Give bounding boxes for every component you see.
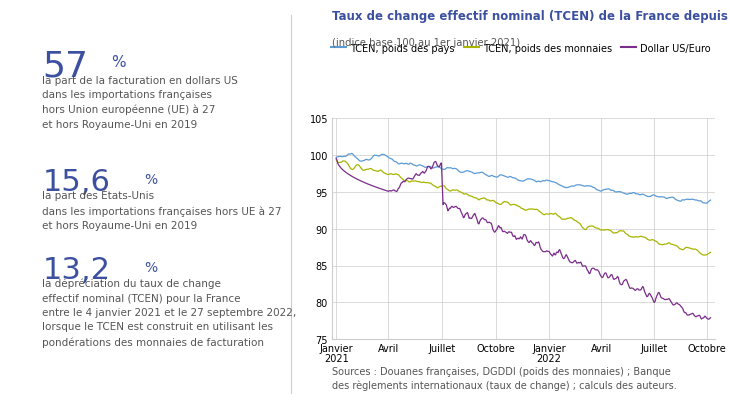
Text: 13,2: 13,2 [42, 256, 110, 285]
Text: la part des États-Unis
dans les importations françaises hors UE à 27
et hors Roy: la part des États-Unis dans les importat… [42, 189, 282, 230]
Text: Sources : Douanes françaises, DGDDI (poids des monnaies) ; Banque
des règlements: Sources : Douanes françaises, DGDDI (poi… [332, 366, 677, 390]
Text: Taux de change effectif nominal (TCEN) de la France depuis janvier 2021: Taux de change effectif nominal (TCEN) d… [332, 10, 730, 23]
Text: 15,6: 15,6 [42, 168, 110, 197]
Legend: TCEN, poids des pays, TCEN, poids des monnaies, Dollar US/Euro: TCEN, poids des pays, TCEN, poids des mo… [328, 40, 715, 57]
Text: (indice base 100 au 1er janvier 2021): (indice base 100 au 1er janvier 2021) [332, 38, 520, 47]
Text: la part de la facturation en dollars US
dans les importations françaises
hors Un: la part de la facturation en dollars US … [42, 76, 238, 130]
Text: %: % [145, 173, 158, 187]
Text: la dépréciation du taux de change
effectif nominal (TCEN) pour la France
entre l: la dépréciation du taux de change effect… [42, 278, 296, 347]
Text: %: % [111, 55, 126, 70]
Text: 57: 57 [42, 49, 88, 83]
Text: %: % [145, 261, 158, 274]
